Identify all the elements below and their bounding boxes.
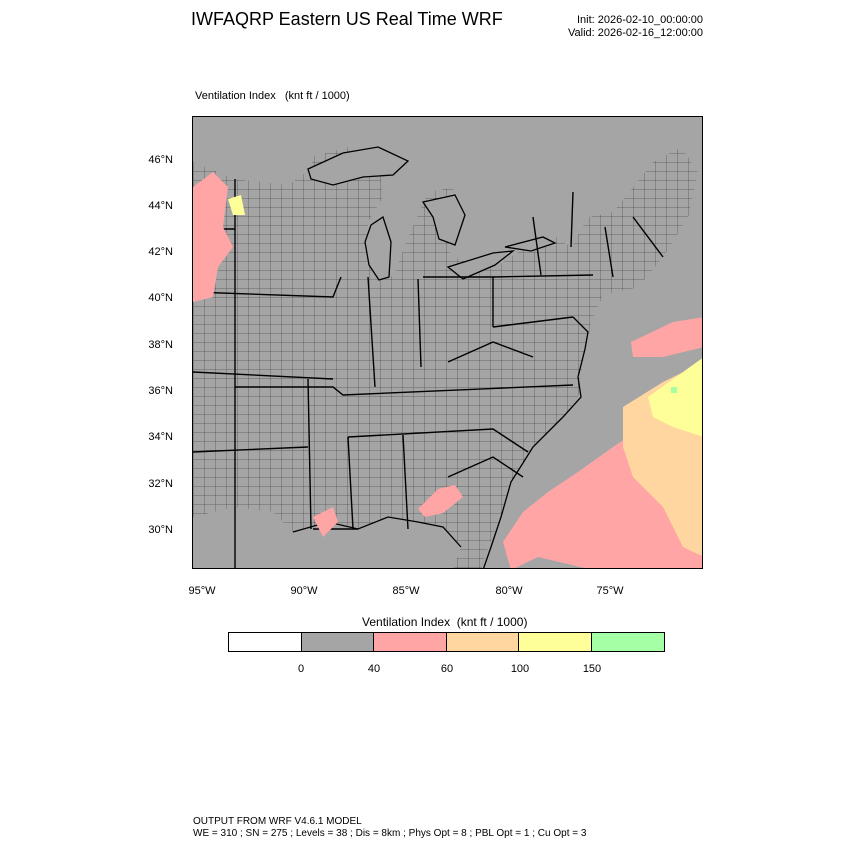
lon-label: 90°W bbox=[290, 585, 318, 597]
lon-label: 95°W bbox=[188, 585, 216, 597]
lat-label: 38°N bbox=[148, 339, 173, 351]
lon-label: 85°W bbox=[392, 585, 420, 597]
legend-title: Ventilation Index (knt ft / 1000) bbox=[362, 615, 528, 629]
lat-label: 32°N bbox=[148, 478, 173, 490]
init-time: Init: 2026-02-10_00:00:00 bbox=[577, 14, 703, 26]
shade-pink-atlantic bbox=[503, 317, 702, 568]
lake-ontario bbox=[504, 236, 557, 252]
legend-box-white bbox=[229, 633, 302, 651]
run-times: Init: 2026-02-10_00:00:00 Valid: 2026-02… bbox=[568, 14, 703, 40]
figure-title: IWFAQRP Eastern US Real Time WRF bbox=[191, 9, 503, 29]
state-borders bbox=[193, 179, 664, 568]
plot-title: Ventilation Index (knt ft / 1000) bbox=[195, 90, 350, 102]
shade-green-atlantic bbox=[671, 387, 677, 393]
lat-label: 30°N bbox=[148, 524, 173, 536]
lat-label: 42°N bbox=[148, 246, 173, 258]
legend-box-gray bbox=[301, 633, 374, 651]
lake-superior bbox=[307, 146, 410, 186]
lat-label: 40°N bbox=[148, 292, 173, 304]
legend-tick: 60 bbox=[440, 663, 454, 675]
map-panel bbox=[192, 116, 703, 569]
legend-tick: 100 bbox=[510, 663, 530, 675]
shade-pink-georgia bbox=[418, 485, 463, 517]
legend-box-yellow bbox=[519, 633, 592, 651]
footer-line-1: OUTPUT FROM WRF V4.6.1 MODEL bbox=[193, 816, 362, 827]
lat-label: 34°N bbox=[148, 431, 173, 443]
canada-region bbox=[193, 117, 702, 277]
legend-box-green bbox=[591, 633, 664, 651]
atlantic-coastline bbox=[483, 316, 589, 568]
shade-pink-west bbox=[193, 172, 233, 302]
great-lakes bbox=[307, 146, 557, 281]
shade-pink-gulf bbox=[313, 507, 338, 537]
legend-tick: 40 bbox=[367, 663, 381, 675]
lat-label: 36°N bbox=[148, 385, 173, 397]
lat-label: 44°N bbox=[148, 200, 173, 212]
valid-time: Valid: 2026-02-16_12:00:00 bbox=[568, 27, 703, 39]
legend-box-pink bbox=[374, 633, 447, 651]
legend-tick: 0 bbox=[297, 663, 305, 675]
legend-box-tan bbox=[446, 633, 519, 651]
footer-line-2: WE = 310 ; SN = 275 ; Levels = 38 ; Dis … bbox=[193, 828, 587, 839]
lon-label: 80°W bbox=[495, 585, 523, 597]
lat-label: 46°N bbox=[148, 154, 173, 166]
model-info-footer: OUTPUT FROM WRF V4.6.1 MODEL WE = 310 ; … bbox=[193, 816, 586, 840]
us-counties bbox=[193, 147, 698, 568]
lake-huron bbox=[421, 194, 466, 246]
shade-yellow-atlantic bbox=[648, 358, 702, 437]
color-legend-bar bbox=[228, 632, 665, 652]
shade-yellow-west bbox=[228, 195, 245, 215]
lake-michigan bbox=[364, 215, 392, 281]
vent-index-shading bbox=[193, 172, 702, 568]
legend-tick: 150 bbox=[582, 663, 602, 675]
lon-label: 75°W bbox=[596, 585, 624, 597]
